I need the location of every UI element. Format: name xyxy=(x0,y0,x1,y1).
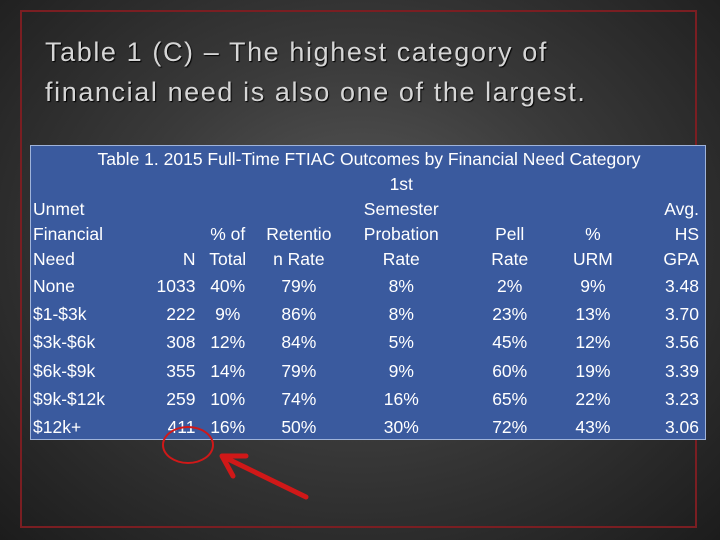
cell-gpa: 3.48 xyxy=(664,276,699,296)
cell-urm: 12% xyxy=(575,332,611,353)
slide-title-line-2: financial need is also one of the larges… xyxy=(45,77,587,107)
cell-probation: 8% xyxy=(388,276,414,296)
cell-n: 308 xyxy=(166,332,196,353)
cell-pell: 23% xyxy=(492,304,528,325)
cell-n: 222 xyxy=(166,304,196,325)
highlight-circle-annotation xyxy=(162,426,214,464)
cell-percent-total: 10% xyxy=(210,388,246,409)
cell-pell: 45% xyxy=(492,332,528,353)
header-probation-rate: 1st Semester Probation Rate xyxy=(363,174,439,269)
cell-pell: 65% xyxy=(492,388,528,409)
cell-percent-total: 40% xyxy=(210,276,246,296)
cell-probation: 9% xyxy=(388,360,414,381)
cell-urm: 9% xyxy=(580,276,606,296)
header-avg-hs-gpa: Avg. HS GPA xyxy=(663,199,699,269)
header-n: N xyxy=(182,249,196,269)
table-row: $9k-$12k 259 10% 74% 16% 65% 22% 3.23 xyxy=(31,385,707,413)
table-row: None 1033 40% 79% 8% 2% 9% 3.48 xyxy=(31,272,707,300)
table-row: $1-$3k 222 9% 86% 8% 23% 13% 3.70 xyxy=(31,300,707,328)
cell-percent-total: 12% xyxy=(210,332,246,353)
cell-n: 259 xyxy=(166,388,196,409)
header-unmet-financial-need: Unmet Financial Need xyxy=(33,199,104,269)
header-retention-rate: Retentio n Rate xyxy=(266,224,332,269)
cell-gpa: 3.70 xyxy=(664,304,699,325)
cell-category: None xyxy=(33,276,75,296)
cell-retention: 79% xyxy=(281,360,317,381)
cell-probation: 5% xyxy=(388,332,414,353)
cell-percent-total: 9% xyxy=(215,304,241,325)
cell-n: 355 xyxy=(166,360,196,381)
cell-probation: 16% xyxy=(383,388,419,409)
cell-percent-total: 14% xyxy=(210,360,246,381)
cell-category: $6k-$9k xyxy=(33,360,96,381)
outcomes-table-container: Table 1. 2015 Full-Time FTIAC Outcomes b… xyxy=(30,145,706,440)
cell-gpa: 3.39 xyxy=(664,360,699,381)
cell-percent-total: 16% xyxy=(210,417,246,438)
cell-category: $1-$3k xyxy=(33,304,87,325)
cell-category: $3k-$6k xyxy=(33,332,96,353)
header-percent-urm: % URM xyxy=(573,224,613,269)
cell-retention: 79% xyxy=(281,276,317,296)
table-row: $6k-$9k 355 14% 79% 9% 60% 19% 3.39 xyxy=(31,357,707,385)
cell-retention: 50% xyxy=(281,417,317,438)
cell-gpa: 3.23 xyxy=(664,388,699,409)
cell-probation: 8% xyxy=(388,304,414,325)
cell-category: $12k+ xyxy=(33,417,82,438)
cell-probation: 30% xyxy=(383,417,419,438)
table-row: $3k-$6k 308 12% 84% 5% 45% 12% 3.56 xyxy=(31,328,707,356)
table-caption: Table 1. 2015 Full-Time FTIAC Outcomes b… xyxy=(97,149,641,169)
header-percent-of-total: % of Total xyxy=(209,224,247,269)
slide-title-line-1: Table 1 (C) – The highest category of xyxy=(45,37,548,67)
cell-retention: 84% xyxy=(281,332,317,353)
slide-title: Table 1 (C) – The highest category of fi… xyxy=(45,32,685,112)
header-pell-rate: Pell Rate xyxy=(491,224,529,269)
table-header-row: Unmet Financial Need N % of Total Retentio n… xyxy=(31,172,707,272)
cell-urm: 22% xyxy=(575,388,611,409)
cell-retention: 74% xyxy=(281,388,317,409)
outcomes-table: Unmet Financial Need N % of Total Retentio n… xyxy=(31,172,707,441)
cell-gpa: 3.06 xyxy=(664,417,699,438)
cell-gpa: 3.56 xyxy=(664,332,699,353)
cell-pell: 72% xyxy=(492,417,528,438)
cell-category: $9k-$12k xyxy=(33,388,105,409)
cell-urm: 43% xyxy=(575,417,611,438)
cell-urm: 19% xyxy=(575,360,611,381)
cell-pell: 2% xyxy=(497,276,523,296)
cell-n: 1033 xyxy=(156,276,196,296)
cell-pell: 60% xyxy=(492,360,528,381)
table-row: $12k+ 411 16% 50% 30% 72% 43% 3.06 xyxy=(31,413,707,441)
cell-urm: 13% xyxy=(575,304,611,325)
cell-retention: 86% xyxy=(281,304,317,325)
